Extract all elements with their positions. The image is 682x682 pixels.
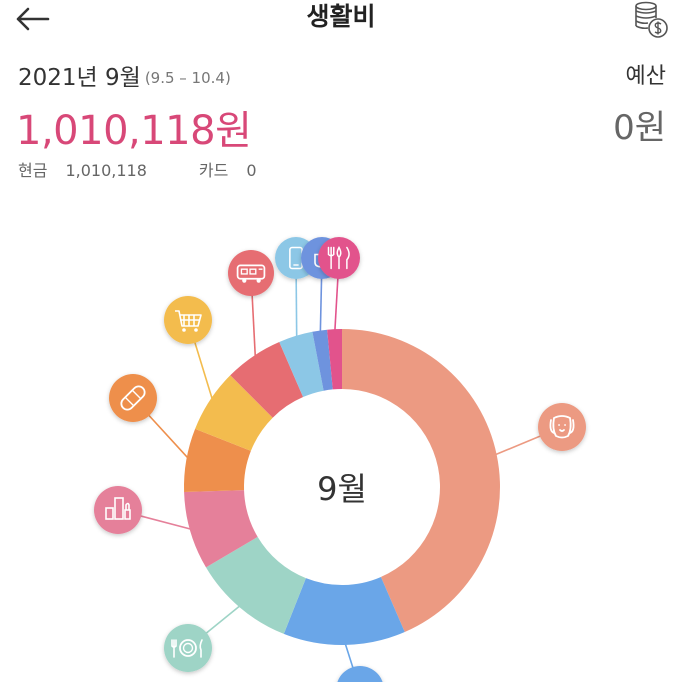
card-value: 0	[246, 161, 257, 180]
chart-slice-cafe[interactable]	[312, 329, 333, 391]
shopping-cart-icon	[175, 310, 202, 332]
card-label: 카드	[198, 161, 229, 180]
cosmetics-icon	[105, 497, 131, 520]
budget-value[interactable]: 0원	[613, 108, 666, 148]
category-badge-bus[interactable]	[228, 250, 274, 296]
category-badge-bandage[interactable]	[109, 374, 157, 422]
category-badge-dog[interactable]	[538, 403, 586, 451]
payment-breakdown: 현금 1,010,118 카드 0	[18, 157, 257, 181]
chart-slice-shopping-cart[interactable]	[195, 375, 273, 451]
cash-label: 현금	[18, 161, 48, 180]
period-range: (9.5 – 10.4)	[144, 69, 231, 87]
chart-slice-bandage[interactable]	[183, 428, 251, 492]
arrow-left-icon[interactable]	[12, 2, 52, 36]
coins-dollar-icon[interactable]	[630, 0, 670, 40]
dog-icon	[549, 415, 575, 439]
budget-label[interactable]: 예산	[625, 64, 666, 89]
app-header: 생활비	[0, 0, 682, 44]
plate-fork-knife-icon	[171, 639, 203, 658]
chart-slice-bus[interactable]	[230, 341, 304, 418]
chart-slice-phone[interactable]	[279, 331, 324, 398]
chart-slice-plate-fork-knife[interactable]	[206, 536, 306, 634]
food-utensils-icon	[327, 246, 350, 270]
category-badge-plate-fork-knife[interactable]	[164, 624, 212, 672]
chart-slice-pet-bowl[interactable]	[283, 576, 405, 645]
period[interactable]: 2021년 9월 (9.5 – 10.4)	[18, 58, 231, 92]
category-badge-shopping-cart[interactable]	[164, 296, 212, 344]
chart-slice-cosmetics[interactable]	[184, 490, 258, 568]
category-badge-pet-bowl[interactable]	[336, 666, 384, 682]
bus-icon	[236, 264, 266, 283]
category-badge-cosmetics[interactable]	[94, 486, 142, 534]
period-month: 2021년 9월	[18, 65, 141, 91]
chart-slice-dog[interactable]	[342, 329, 501, 633]
page-title: 생활비	[306, 2, 376, 31]
total-amount: 1,010,118원	[16, 108, 252, 154]
chart-center-label: 9월	[317, 470, 367, 508]
bandage-icon	[120, 385, 146, 411]
cash-value: 1,010,118	[65, 161, 147, 180]
chart-slice-food-utensils[interactable]	[327, 329, 342, 390]
category-badge-food-utensils[interactable]	[318, 237, 360, 279]
